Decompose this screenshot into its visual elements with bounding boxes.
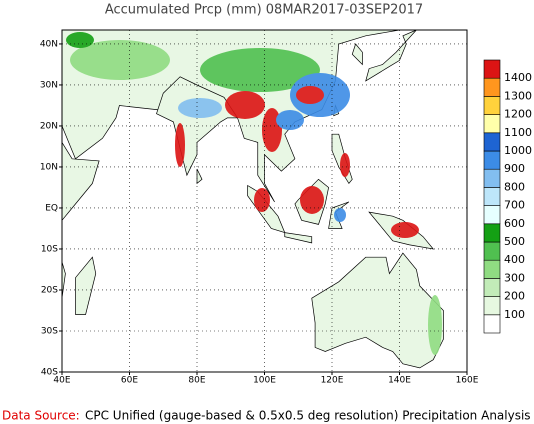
japan — [365, 29, 417, 82]
colorbar-label: 1000 — [504, 144, 532, 157]
colorbar-label: 300 — [504, 271, 525, 284]
korea — [351, 43, 363, 66]
shade — [254, 188, 270, 212]
shade — [225, 91, 265, 119]
shade — [200, 48, 320, 92]
colorbar-label: 100 — [504, 308, 525, 321]
color-swatch — [483, 241, 501, 261]
color-swatch — [483, 59, 501, 79]
madagascar — [75, 256, 97, 315]
color-swatch — [483, 114, 501, 134]
sulawesi — [328, 201, 350, 229]
y-tick-label: 30N — [40, 80, 58, 90]
x-tick-label: 160E — [456, 376, 479, 386]
color-swatch — [483, 168, 501, 188]
y-tick-label: 40S — [41, 368, 58, 378]
colorbar-label: 600 — [504, 217, 525, 230]
sri-lanka — [196, 168, 203, 185]
shade — [175, 123, 185, 167]
y-tick-label: 40N — [40, 39, 58, 49]
colorbar-label: 1100 — [504, 126, 532, 139]
x-tick-label: 40E — [53, 376, 70, 386]
shade — [66, 32, 94, 48]
color-swatch — [483, 187, 501, 206]
source-label: Data Source: — [2, 409, 80, 423]
australia — [311, 252, 444, 369]
shade — [178, 98, 222, 118]
shade — [300, 186, 324, 214]
color-swatch — [483, 278, 501, 297]
colorbar-label: 1300 — [504, 89, 532, 102]
shade — [276, 110, 304, 130]
source-text: CPC Unified (gauge-based & 0.5x0.5 deg r… — [85, 409, 531, 423]
shade — [296, 86, 324, 104]
color-swatch — [483, 259, 501, 279]
x-tick-label: 100E — [253, 376, 276, 386]
map-title: Accumulated Prcp (mm) 08MAR2017-03SEP201… — [105, 3, 423, 18]
shade — [334, 208, 346, 222]
y-tick-label: EQ — [45, 203, 58, 213]
colorbar-label: 500 — [504, 235, 525, 248]
color-swatch — [483, 314, 501, 334]
color-swatch — [483, 77, 501, 97]
colorbar-label: 700 — [504, 199, 525, 212]
color-swatch — [483, 296, 501, 316]
colorbar-label: 900 — [504, 162, 525, 175]
color-swatch — [483, 150, 501, 170]
color-swatch — [483, 96, 501, 115]
shade — [428, 295, 442, 355]
shade — [70, 40, 170, 80]
color-swatch — [483, 205, 501, 225]
y-tick-label: 10S — [41, 244, 58, 254]
y-tick-label: 20S — [41, 285, 58, 295]
colorbar-label: 400 — [504, 253, 525, 266]
colorbar-label: 800 — [504, 180, 525, 193]
map-frame — [61, 29, 468, 373]
java — [284, 232, 313, 244]
precip-shading — [66, 32, 442, 355]
y-tick-label: 10N — [40, 162, 58, 172]
color-swatch — [483, 132, 501, 152]
colorbar-label: 1400 — [504, 71, 532, 84]
colorbar: 100 200 300 400 500 600 700 800 900 1000 1100 1200 1… — [483, 59, 532, 334]
y-tick-label: 30S — [41, 326, 58, 336]
colorbar-label: 1200 — [504, 108, 532, 121]
x-tick-label: 120E — [321, 376, 344, 386]
x-tick-label: 140E — [388, 376, 411, 386]
x-tick-label: 60E — [121, 376, 138, 386]
y-tick-label: 20N — [40, 121, 58, 131]
color-swatch — [483, 223, 501, 243]
x-tick-label: 80E — [188, 376, 205, 386]
colorbar-label: 200 — [504, 290, 525, 303]
shade — [391, 222, 419, 238]
shade — [340, 153, 350, 177]
